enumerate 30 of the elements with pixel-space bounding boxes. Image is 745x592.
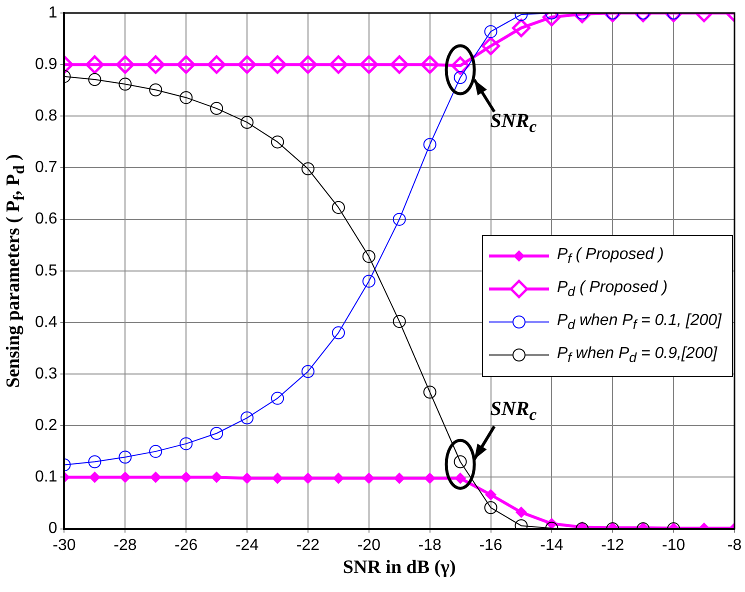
y-tick-label: 0.2: [34, 417, 58, 434]
x-tick-label: -14: [540, 536, 564, 554]
y-tick-label: 0.3: [34, 365, 58, 382]
x-tick-label: -30: [52, 536, 76, 554]
legend-label: P$_{d}$ when P$_{f}$ = 0.1, [200]: [556, 312, 722, 332]
x-tick-label: -8: [727, 536, 742, 554]
legend-label: P$_{d}$ ( Proposed ): [556, 279, 668, 300]
y-tick-label: 0.5: [34, 262, 58, 280]
x-tick-label: -10: [662, 536, 686, 554]
legend-label: P$_{f}$ ( Proposed ): [556, 246, 664, 266]
x-tick-label: -18: [418, 536, 442, 554]
legend-label: P$_{f}$ when P$_{d}$ = 0.9,[200]: [556, 345, 718, 366]
y-tick-label: 0.8: [34, 108, 58, 125]
annotation: SNR$_{c}$: [490, 398, 537, 426]
x-tick-label: -16: [479, 536, 502, 554]
y-tick-label: 0.7: [34, 159, 58, 176]
y-tick-label: 0.6: [34, 210, 58, 228]
x-tick-label: -28: [114, 536, 137, 554]
x-tick-label: -20: [357, 536, 381, 554]
y-tick-label: 0: [48, 520, 58, 538]
x-tick-label: -12: [601, 536, 624, 554]
x-tick-label: -26: [174, 536, 198, 554]
y-tick-label: 0.9: [34, 56, 58, 73]
y-tick-label: 0.4: [34, 314, 58, 331]
x-axis-title: SNR in dB (γ): [342, 556, 456, 579]
y-tick-label: 0.1: [34, 468, 58, 486]
annotation: SNR$_{c}$: [490, 110, 537, 137]
y-tick-label: 1: [48, 4, 58, 22]
x-tick-label: -24: [235, 536, 259, 554]
x-tick-label: -22: [296, 536, 320, 554]
